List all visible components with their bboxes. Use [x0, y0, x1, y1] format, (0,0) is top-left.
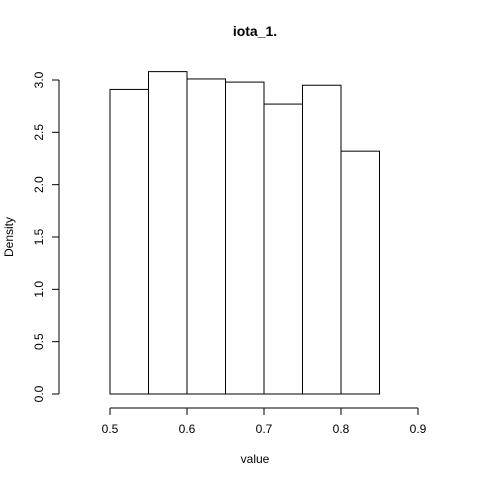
y-tick-label: 2.0: [32, 176, 46, 193]
y-tick-label: 1.0: [32, 281, 46, 298]
chart-title: iota_1.: [233, 23, 277, 39]
x-axis: 0.5 0.6 0.7 0.8 0.9: [102, 407, 427, 436]
x-tick-label: 0.5: [102, 422, 119, 436]
x-tick-label: 0.6: [179, 422, 196, 436]
histogram-bar: [302, 84, 342, 395]
histogram-bar: [340, 150, 380, 395]
x-tick-label: 0.7: [256, 422, 273, 436]
histogram-bar: [109, 88, 149, 395]
y-tick-label: 0.5: [32, 333, 46, 350]
y-tick-label: 0.0: [32, 385, 46, 402]
histogram-bar: [186, 78, 226, 395]
y-axis-title: Density: [2, 217, 16, 257]
histogram-bar: [148, 71, 188, 395]
histogram-bar: [263, 103, 303, 395]
bars-group: [109, 71, 380, 395]
y-tick-label: 2.5: [32, 124, 46, 141]
x-axis-title: value: [241, 452, 270, 466]
y-tick-label: 3.0: [32, 71, 46, 88]
histogram-bar: [225, 81, 265, 395]
y-tick-label: 1.5: [32, 228, 46, 245]
y-axis: 0.0 0.5 1.0 1.5 2.0 2.5 3.0: [32, 71, 60, 402]
x-tick-label: 0.8: [333, 422, 350, 436]
x-tick-label: 0.9: [410, 422, 427, 436]
